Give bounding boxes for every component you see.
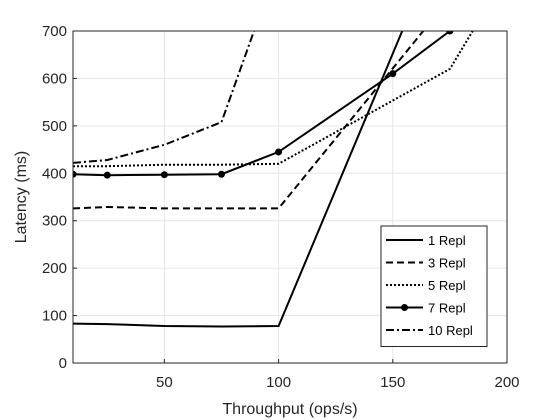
y-tick-label: 400 [42,165,67,182]
series-layer [73,31,474,328]
data-point-7-repl [446,31,454,35]
legend-label-3-repl: 3 Repl [428,256,466,271]
data-point-7-repl [217,170,225,178]
y-axis: 0 100 200 300 400 500 600 700 [42,23,77,372]
y-tick-label: 100 [42,308,67,325]
series-3-repl [73,31,425,210]
plot-frame [72,30,508,364]
y-tick-label: 500 [42,118,67,135]
series-line-3-repl [73,31,425,210]
legend-label-5-repl: 5 Repl [428,278,466,293]
legend-box [380,225,488,347]
series-10-repl [73,31,256,164]
series-5-repl [73,31,474,168]
y-tick-label: 200 [42,260,67,277]
series-line-1-repl [73,31,450,328]
legend-marker-7-repl [401,304,408,311]
series-line-5-repl [73,31,474,168]
y-axis-label: Latency (ms) [13,151,30,243]
series-line-10-repl [73,31,256,164]
x-tick-label: 150 [380,374,405,391]
data-point-7-repl [73,170,77,178]
series-7-repl [73,31,454,179]
data-point-7-repl [103,171,111,179]
x-tick-label: 50 [156,374,173,391]
x-tick-label: 200 [494,374,519,391]
x-axis-label: Throughput (ops/s) [222,401,357,418]
y-tick-label: 600 [42,70,67,87]
y-tick-label: 0 [59,355,67,372]
y-tick-label: 300 [42,213,67,230]
data-point-7-repl [389,70,397,78]
data-point-7-repl [275,148,283,156]
series-1-repl [73,31,450,328]
y-tick-label: 700 [42,23,67,40]
legend-label-1-repl: 1 Repl [428,233,466,248]
x-tick-label: 100 [266,374,291,391]
grid-lines [73,30,508,364]
x-axis: 50 100 150 200 [156,359,520,391]
data-point-7-repl [160,171,168,179]
legend-label-10-repl: 10 Repl [428,323,473,338]
legend: 1 Repl 3 Repl 5 Repl 7 Repl 10 Repl [380,225,488,347]
legend-label-7-repl: 7 Repl [428,301,466,316]
